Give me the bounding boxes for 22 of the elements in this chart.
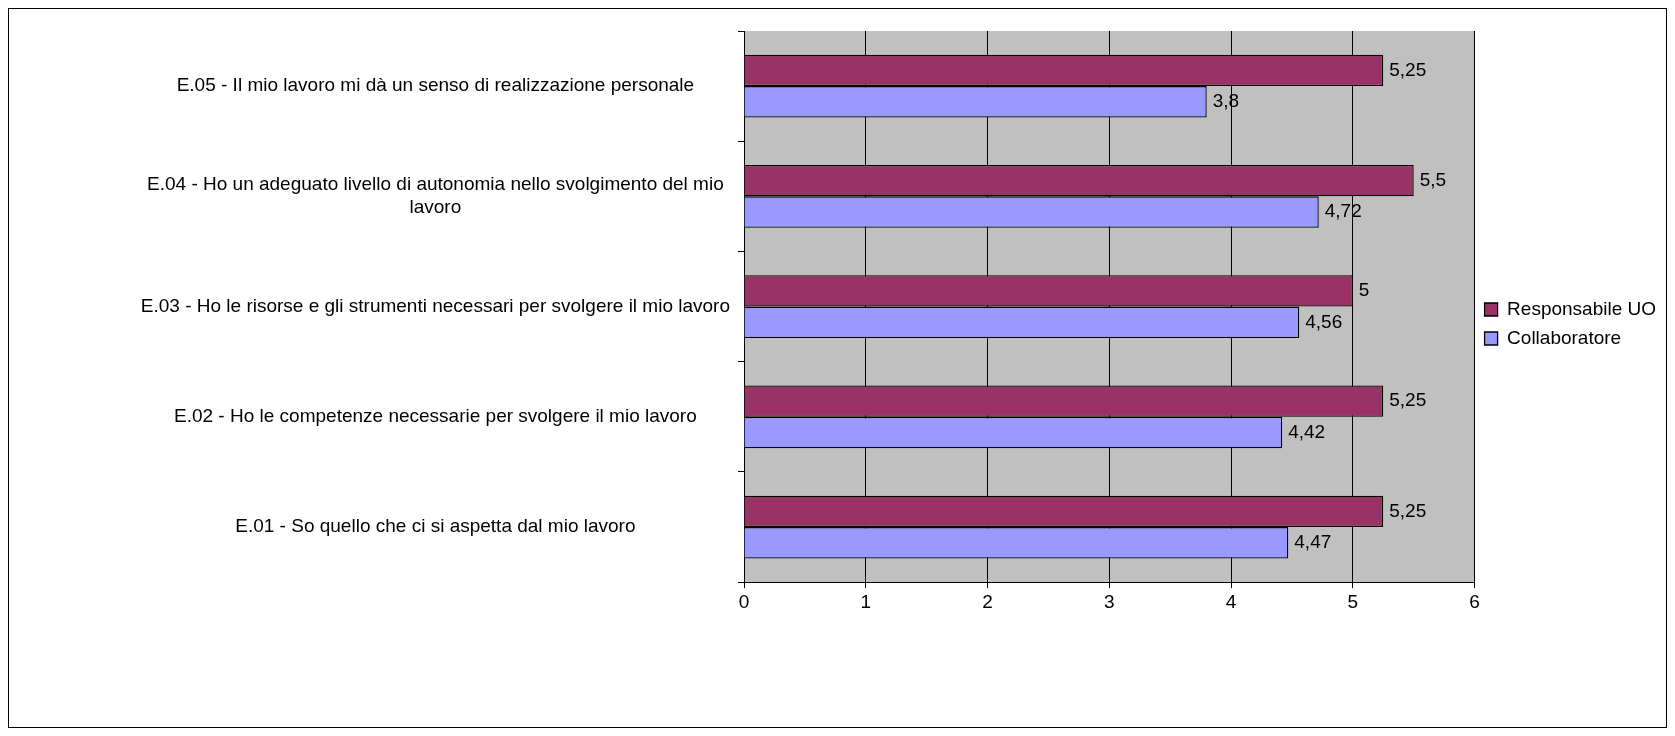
data-label: 5 [1358,279,1370,301]
legend-label: Responsabile UO [1507,297,1657,319]
y-tick-label: E.01 - So quello che ci si aspetta dal mio lavoro [235,515,636,537]
data-label: 5,5 [1419,168,1447,190]
data-label: 4,56 [1305,310,1343,332]
x-tick-label: 4 [1225,590,1237,612]
y-tick-label: E.03 - Ho le risorse e gli strumenti necessari per svolgere il mio lavoro [140,294,730,316]
x-tick-label: 6 [1469,590,1480,612]
y-tick-label: E.02 - Ho le competenze necessarie per svolgere il mio lavoro [174,405,697,427]
data-label: 4,42 [1288,420,1326,442]
data-label: 5,25 [1389,389,1427,411]
x-tick-label: 1 [860,590,872,612]
legend-label: Collaboratore [1507,326,1622,348]
data-label: 5,25 [1389,58,1427,80]
y-tick-label: E.04 - Ho un adeguato livello di autonomia nello svolgimento del mio lavoro [147,173,724,217]
data-label: 4,47 [1294,531,1332,553]
x-tick-label: 2 [982,590,993,612]
y-tick-label: E.05 - Il mio lavoro mi dà un senso di realizzazione personale [176,74,695,96]
x-tick-label: 5 [1347,590,1359,612]
data-label: 5,25 [1389,499,1427,521]
x-tick-label: 3 [1104,590,1115,612]
x-tick-label: 0 [738,590,750,612]
